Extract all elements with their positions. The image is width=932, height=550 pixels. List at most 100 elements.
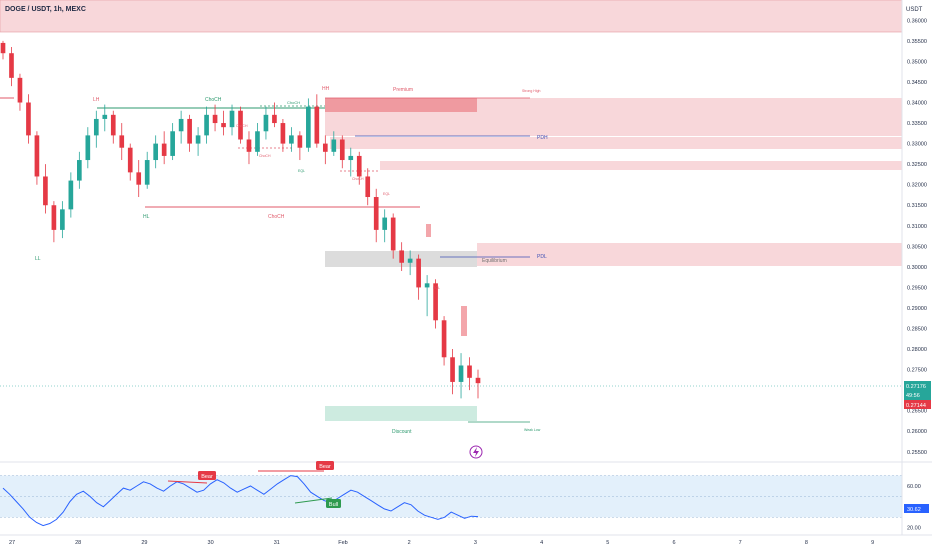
price-tick-label: 0.36000 (907, 18, 927, 24)
candle-body (144, 160, 150, 185)
candle-body (17, 77, 23, 103)
candle-body (339, 139, 345, 161)
label-eql-3: EQL (433, 286, 440, 290)
price-tick-label: 0.32000 (907, 183, 927, 189)
candle-body (178, 118, 184, 132)
time-tick-label: 4 (540, 540, 543, 546)
rsi-pane: Bear Bear Bull (0, 461, 902, 527)
candle-body (170, 131, 175, 156)
candle-body (204, 114, 209, 136)
currency-label: USDT (906, 7, 923, 13)
candle-body (153, 143, 159, 161)
label-hl: HL (143, 214, 150, 220)
time-tick-label: 8 (805, 540, 808, 546)
label-weak-low: Weak Low (524, 428, 541, 432)
candle-body (348, 155, 354, 161)
supply-zone-4 (477, 243, 902, 266)
bear-label-1: Bear (201, 474, 213, 480)
candle-body (390, 217, 396, 251)
price-tick-label: 0.33000 (907, 142, 927, 148)
candle-body (51, 205, 57, 230)
price-tick-label: 0.34500 (907, 80, 927, 86)
price-tick-label: 0.31500 (907, 203, 927, 209)
candle-body (416, 258, 421, 288)
label-pdh: PDH (537, 135, 548, 141)
bull-badge: Bull (326, 499, 341, 508)
candle-body (221, 123, 226, 128)
time-tick-label: 7 (739, 540, 742, 546)
price-tick-label: 0.33500 (907, 121, 927, 127)
candle-body (407, 258, 413, 263)
candle-body (424, 283, 430, 288)
price-axis[interactable]: 0.36000 0.35500 0.35000 0.34500 0.34000 0.335… (901, 0, 927, 535)
candle-body (458, 365, 464, 382)
label-strong-high: Strong High (522, 89, 541, 93)
price-tick-label: 0.31000 (907, 224, 927, 230)
time-axis[interactable]: 27 28 29 30 31 Feb 2 3 4 5 6 7 8 9 (0, 534, 932, 546)
rsi-tick-label: 20.00 (907, 526, 921, 532)
candle-body (212, 114, 218, 124)
label-discount: Discount (392, 429, 412, 435)
label-eql-1: EQL (298, 169, 305, 173)
bar-countdown: 49:56 (906, 393, 920, 399)
candle-body (263, 114, 269, 132)
annotations-layer: LH HH HL LL ChoCH ChoCH ChoCH Premium Di… (35, 86, 548, 435)
candle-body (60, 209, 65, 230)
candle-body (399, 250, 404, 263)
candle-body (127, 147, 133, 173)
fvg-box (426, 224, 431, 237)
candles-layer (0, 40, 481, 399)
secondary-price-value: 0.27144 (906, 403, 926, 409)
price-tick-label: 0.32500 (907, 162, 927, 168)
bull-div-line (294, 497, 333, 504)
structure-lines (0, 97, 902, 423)
bear-badge-2: Bear (316, 461, 334, 470)
label-hh: HH (322, 86, 330, 92)
price-tick-label: 0.34000 (907, 101, 927, 107)
last-price-value: 0.27176 (906, 384, 926, 390)
candle-body (467, 365, 472, 378)
chart-title: DOGE / USDT, 1h, MEXC (5, 6, 86, 13)
candle-body (85, 135, 91, 161)
candle-body (331, 139, 337, 152)
candle-body (229, 110, 235, 128)
candle-body (110, 114, 116, 136)
candle-body (373, 197, 379, 230)
time-tick-label: 2 (408, 540, 411, 546)
discount-zone (325, 406, 477, 421)
lightning-icon[interactable] (469, 445, 483, 459)
candle-body (161, 143, 167, 156)
candle-body (255, 131, 260, 152)
time-tick-label: 31 (274, 540, 280, 546)
candle-body (356, 155, 362, 177)
bear-label-2: Bear (319, 464, 331, 470)
candle-body (289, 135, 294, 144)
candle-body (280, 123, 286, 144)
candle-body (433, 283, 438, 321)
time-tick-label: 3 (474, 540, 477, 546)
rsi-line (2, 475, 479, 527)
label-eql-2: EQL (383, 192, 390, 196)
bear-div-line-1 (167, 480, 208, 484)
candle-body (9, 53, 14, 78)
order-block-bear (325, 98, 477, 112)
rsi-value-badge: 30.62 (904, 504, 929, 513)
label-small-choch-1: ChoCH (236, 124, 248, 128)
price-tick-label: 0.26000 (907, 429, 927, 435)
candle-body (450, 357, 455, 382)
price-tick-label: 0.28500 (907, 327, 927, 333)
label-choch-2: ChoCH (268, 214, 285, 220)
candle-body (187, 118, 192, 144)
supply-zone-3 (380, 161, 902, 170)
time-tick-label: 6 (672, 540, 675, 546)
candle-body (68, 180, 74, 210)
label-premium: Premium (393, 87, 413, 93)
candle-body (322, 143, 328, 152)
time-tick-label: 28 (75, 540, 81, 546)
candle-body (238, 110, 243, 140)
fvg-box-2 (461, 306, 467, 336)
time-tick-label: Feb (338, 540, 347, 546)
price-tick-label: 0.30000 (907, 265, 927, 271)
premium-zone-top (0, 0, 903, 33)
label-ll: LL (35, 256, 41, 262)
